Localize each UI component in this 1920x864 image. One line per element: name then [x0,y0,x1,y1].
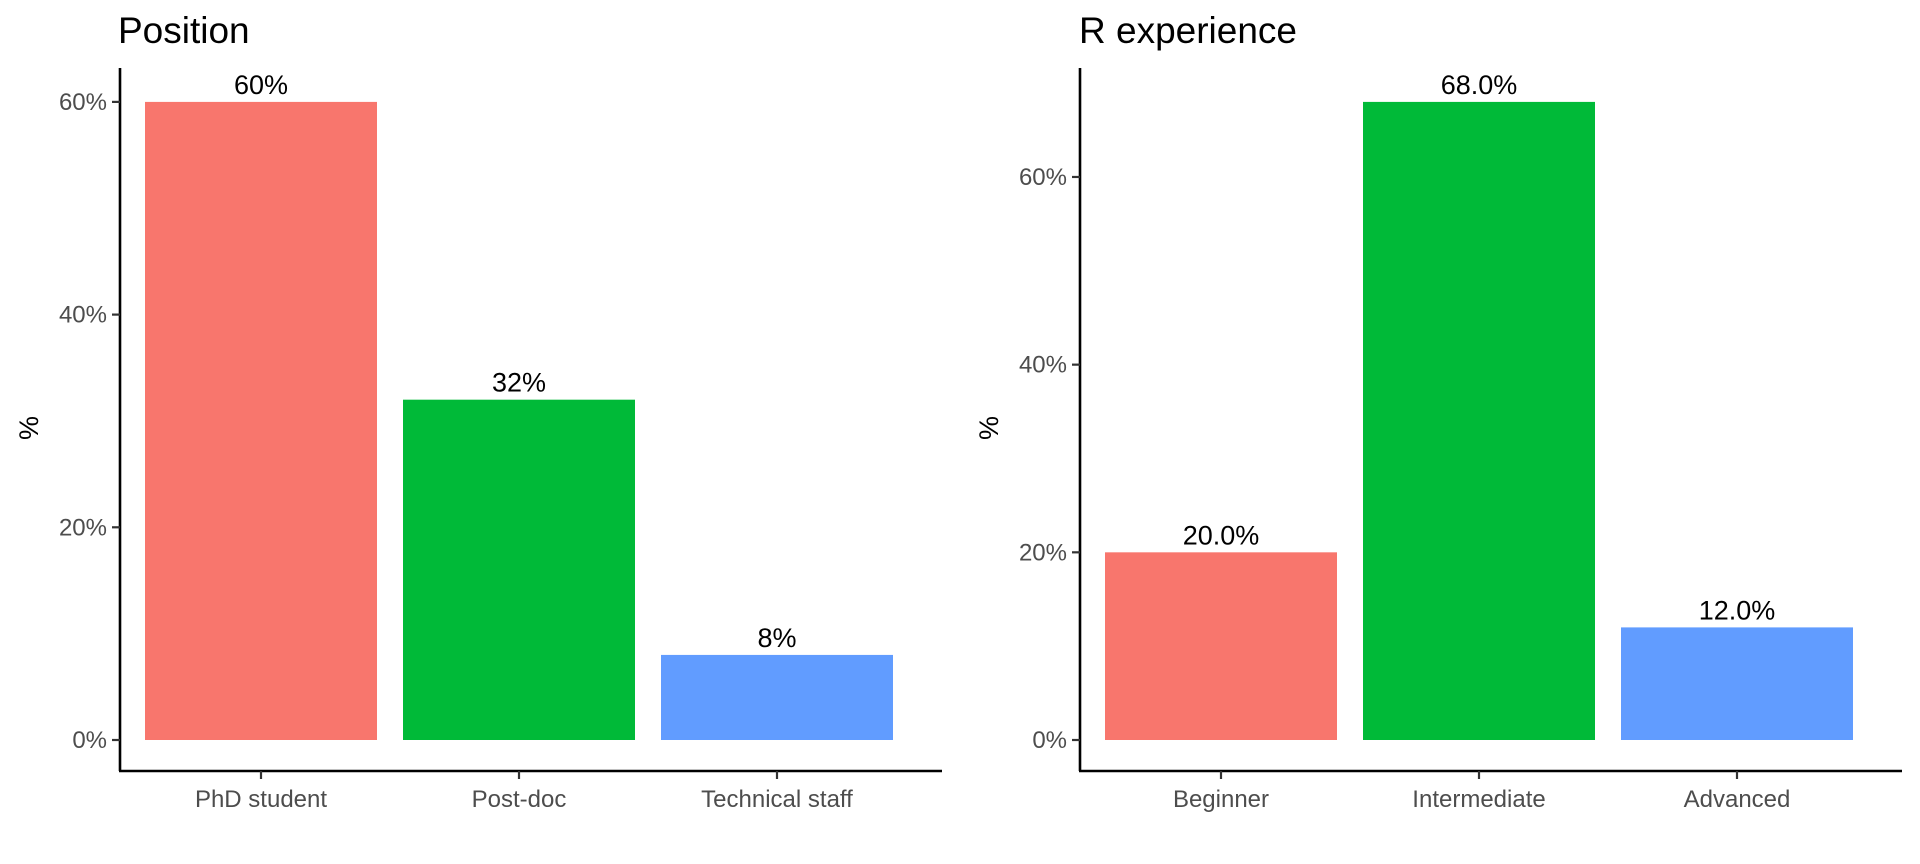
y-tick-label: 60% [1019,164,1067,191]
bar-phd-student [145,101,377,740]
x-tick-label: Intermediate [1412,786,1545,813]
data-label: 20.0% [1183,520,1260,550]
data-label: 68.0% [1441,70,1518,100]
x-tick-label: Beginner [1173,786,1269,813]
bar-post-doc [403,399,635,740]
data-label: 60% [234,70,288,100]
chart-panel-1: Position% 0% 20% 40% 60% 60% PhD student 32% Pos… [14,10,942,813]
x-tick-label: Technical staff [701,786,853,813]
y-tick-label: 0% [1032,727,1067,754]
x-tick-label: PhD student [195,786,327,813]
y-tick-label: 20% [59,514,107,541]
data-label: 8% [757,623,796,653]
bar-technical-staff [661,654,893,740]
chart-title: Position [118,10,250,51]
y-axis-label: % [974,416,1004,440]
bar-beginner [1105,552,1337,740]
data-label: 32% [492,368,546,398]
y-tick-label: 60% [59,89,107,116]
x-tick-label: Advanced [1684,786,1791,813]
chart-title: R experience [1079,10,1297,51]
y-tick-label: 40% [1019,352,1067,379]
bar-intermediate [1363,101,1595,740]
x-tick-label: Post-doc [472,786,567,813]
y-tick-label: 40% [59,302,107,329]
y-tick-label: 20% [1019,539,1067,566]
y-axis-label: % [14,416,44,440]
data-label: 12.0% [1699,595,1776,625]
bar-advanced [1621,627,1853,740]
y-tick-label: 0% [72,727,107,754]
chart-panel-2: R experience% 0% 20% 40% 60% 20.0% Beginner 68.… [974,10,1902,813]
